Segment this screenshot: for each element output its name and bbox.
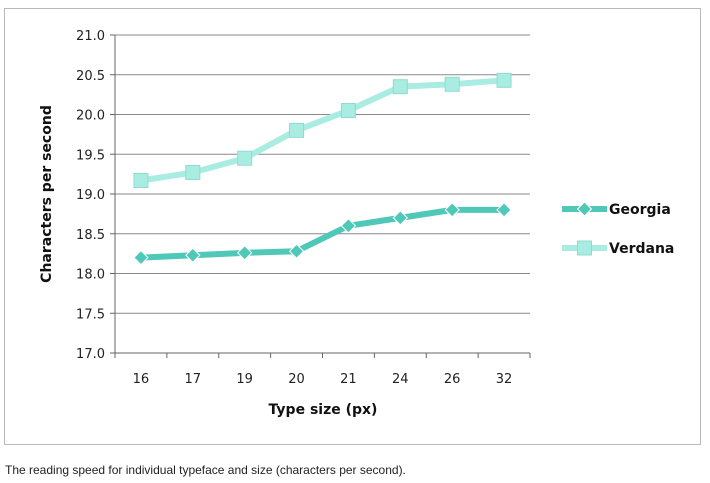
- data-point-georgia: [288, 243, 305, 259]
- axes: 17.0 17.5 18.0 18.5 19.0 19.5 20.0 20.5 21.0 16 17…: [76, 29, 531, 387]
- series-verdana: [133, 72, 512, 188]
- y-tick-label: 17.0: [76, 347, 105, 362]
- x-axis-title: Type size (px): [269, 402, 378, 418]
- series-line-georgia: [137, 206, 508, 261]
- series-line-verdana: [137, 77, 508, 184]
- gridlines: [115, 34, 530, 314]
- legend-marker: [577, 240, 592, 256]
- figure-caption: The reading speed for individual typefac…: [5, 463, 406, 477]
- x-tick-label: 16: [133, 372, 150, 387]
- x-tick-label: 26: [444, 372, 461, 387]
- data-point-georgia: [392, 210, 409, 226]
- data-point-verdana: [496, 72, 512, 88]
- data-point-georgia: [444, 202, 460, 218]
- legend-label: Georgia: [609, 202, 671, 218]
- y-tick-label: 20.0: [76, 109, 105, 124]
- legend-item-verdana: Verdana: [562, 240, 674, 257]
- x-tick-label: 17: [185, 372, 202, 387]
- x-tick-label: 32: [496, 372, 513, 387]
- legend-item-georgia: Georgia: [562, 201, 671, 218]
- data-point-verdana: [289, 122, 305, 138]
- chart: 17.0 17.5 18.0 18.5 19.0 19.5 20.0 20.5 21.0 16 17…: [39, 29, 674, 418]
- data-point-georgia: [340, 218, 357, 234]
- legend: Georgia Verdana: [562, 201, 674, 257]
- data-point-georgia: [236, 245, 253, 261]
- y-tick-label: 17.5: [76, 307, 105, 322]
- y-tick-label: 18.5: [76, 228, 105, 243]
- y-tick-label: 19.0: [76, 188, 105, 203]
- y-axis-title: Characters per second: [39, 105, 55, 283]
- y-tick-label: 18.0: [76, 268, 105, 283]
- data-point-verdana: [392, 79, 408, 95]
- y-tick-label: 21.0: [76, 29, 105, 44]
- data-point-verdana: [133, 172, 149, 188]
- data-point-georgia: [133, 249, 149, 266]
- data-point-verdana: [444, 76, 460, 92]
- data-point-verdana: [237, 150, 253, 166]
- series-layer: [133, 72, 512, 266]
- series-georgia: [133, 202, 512, 266]
- y-tick-label: 19.5: [76, 148, 105, 163]
- x-tick-label: 19: [236, 372, 253, 387]
- data-point-verdana: [185, 165, 201, 181]
- y-tick-label: 20.5: [76, 69, 105, 84]
- data-point-verdana: [340, 103, 356, 119]
- x-tick-label: 20: [288, 372, 305, 387]
- legend-marker: [576, 201, 593, 217]
- x-tick-label: 21: [340, 372, 357, 387]
- legend-label: Verdana: [609, 241, 674, 257]
- x-tick-label: 24: [392, 372, 409, 387]
- data-point-georgia: [185, 247, 201, 263]
- data-point-georgia: [496, 202, 512, 218]
